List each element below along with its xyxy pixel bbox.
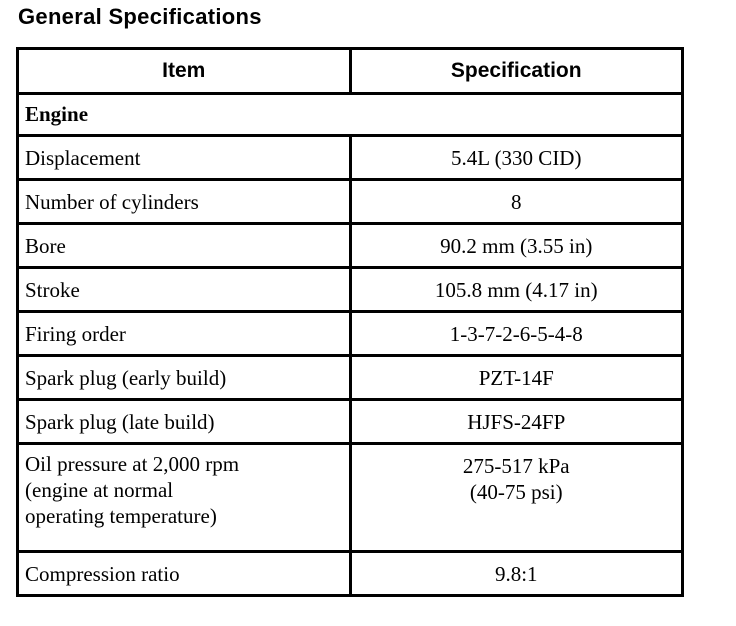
spec-cell: 105.8 mm (4.17 in) <box>348 266 684 313</box>
specification-column-header: Specification <box>348 47 684 95</box>
spec-cell: 8 <box>348 178 684 225</box>
table-row: Spark plug (early build) PZT-14F <box>16 354 684 401</box>
spec-cell: 9.8:1 <box>348 550 684 597</box>
item-cell: Compression ratio <box>16 550 352 597</box>
item-cell: Stroke <box>16 266 352 313</box>
item-cell: Bore <box>16 222 352 269</box>
table-row: Stroke 105.8 mm (4.17 in) <box>16 266 684 313</box>
spec-cell: 1-3-7-2-6-5-4-8 <box>348 310 684 357</box>
header-row: Item Specification <box>16 47 684 95</box>
item-cell: Oil pressure at 2,000 rpm (engine at nor… <box>16 442 352 553</box>
table-row: Displacement 5.4L (330 CID) <box>16 134 684 181</box>
spec-cell: 90.2 mm (3.55 in) <box>348 222 684 269</box>
spec-cell: HJFS-24FP <box>348 398 684 445</box>
spec-cell: PZT-14F <box>348 354 684 401</box>
spec-table: Item Specification Engine Displacement 5… <box>16 47 684 597</box>
item-cell: Spark plug (early build) <box>16 354 352 401</box>
table-row: Compression ratio 9.8:1 <box>16 550 684 597</box>
table-row: Bore 90.2 mm (3.55 in) <box>16 222 684 269</box>
page-title: General Specifications <box>18 4 262 29</box>
table-row: Firing order 1-3-7-2-6-5-4-8 <box>16 310 684 357</box>
item-cell: Spark plug (late build) <box>16 398 352 445</box>
table-row: Spark plug (late build) HJFS-24FP <box>16 398 684 445</box>
section-row: Engine <box>16 92 684 137</box>
item-column-header: Item <box>16 47 352 95</box>
section-header-engine: Engine <box>16 92 684 137</box>
table-row: Oil pressure at 2,000 rpm (engine at nor… <box>16 442 684 553</box>
item-cell: Firing order <box>16 310 352 357</box>
item-cell: Number of cylinders <box>16 178 352 225</box>
spec-cell: 5.4L (330 CID) <box>348 134 684 181</box>
table-row: Number of cylinders 8 <box>16 178 684 225</box>
spec-cell: 275-517 kPa (40-75 psi) <box>348 442 684 553</box>
item-cell: Displacement <box>16 134 352 181</box>
